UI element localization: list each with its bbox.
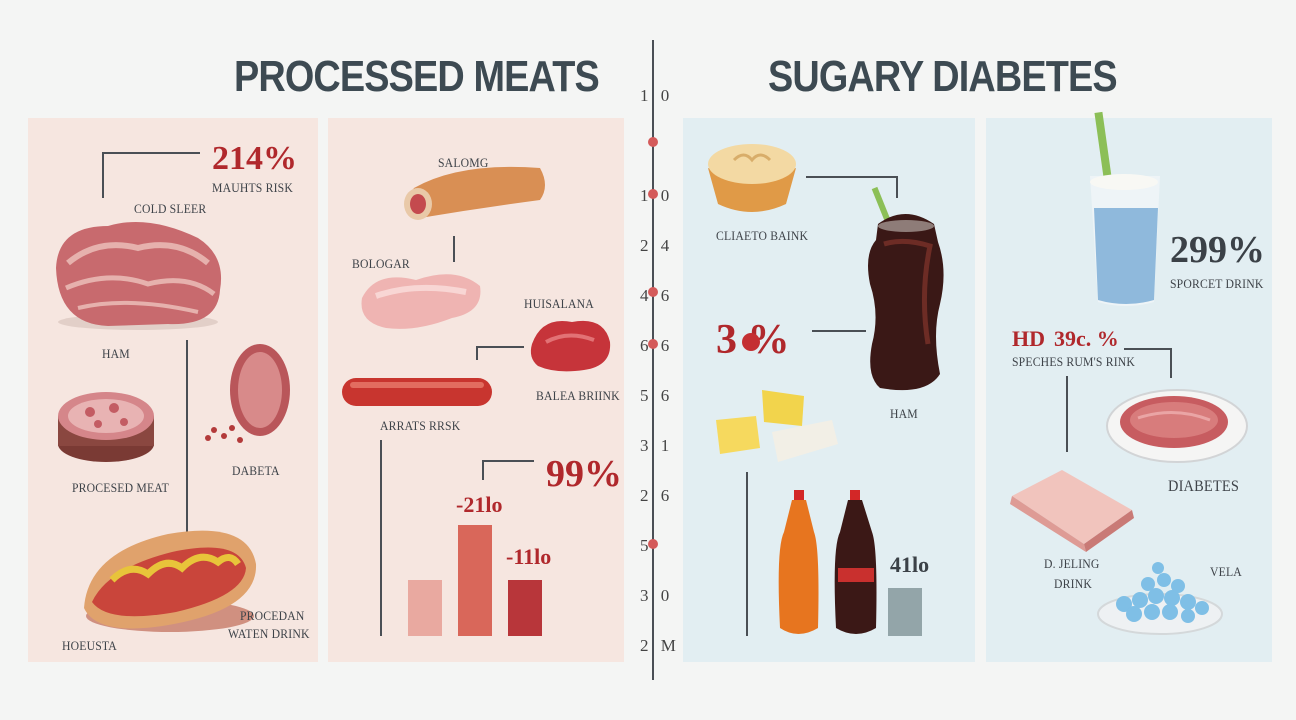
stat-39: 39c. % bbox=[1054, 326, 1119, 351]
salami-plate-icon bbox=[1106, 389, 1248, 463]
right-title: SUGARY DIABETES bbox=[768, 52, 1118, 101]
label-salomg: SALOMG bbox=[438, 155, 489, 170]
label-balea-brink: BALEA BRIINK bbox=[536, 388, 620, 403]
axis-tick: 2 4 bbox=[640, 236, 674, 255]
label-arrats-rrsk: ARRATS RRSK bbox=[380, 418, 461, 433]
axis-tick: 1 0 bbox=[640, 86, 674, 105]
hot-dog-icon bbox=[84, 530, 257, 632]
label-cliaeto-baink: CLIAETO BAINK bbox=[716, 228, 809, 243]
axis-markers bbox=[648, 137, 658, 549]
salami-pile-icon bbox=[56, 222, 222, 330]
label-d-jeling: D. JELING bbox=[1044, 556, 1100, 571]
label-hd: HD bbox=[1012, 326, 1045, 351]
center-axis-line bbox=[652, 40, 654, 680]
label-procesed-meat: PROCESED MEAT bbox=[72, 480, 169, 495]
ham-slab-icon bbox=[1010, 470, 1134, 552]
ham-piece-icon bbox=[361, 274, 481, 329]
label-sporcet-drink: SPORCET DRINK bbox=[1170, 276, 1264, 291]
bar-label-11: -11lo bbox=[506, 544, 552, 569]
axis-tick: 5 bbox=[640, 536, 653, 555]
label-dabeta: DABETA bbox=[232, 463, 280, 478]
ham-slices-icon bbox=[58, 392, 154, 462]
butter-cubes-icon bbox=[716, 390, 838, 462]
left-bar bbox=[508, 579, 542, 636]
stat-214-label: MAUHTS RISK bbox=[212, 180, 293, 195]
label-waten-drink: WATEN DRINK bbox=[228, 626, 310, 641]
label-procedan: PROCEDAN bbox=[240, 608, 305, 623]
cola-bottle-icon bbox=[868, 186, 944, 391]
axis-tick: 3 0 bbox=[640, 586, 674, 605]
label-cold-sleer: COLD SLEER bbox=[134, 201, 207, 216]
label-speches: SPECHES RUM'S RINK bbox=[1012, 354, 1136, 369]
milk-glass-icon bbox=[1090, 111, 1160, 306]
left-bar bbox=[408, 579, 442, 636]
raw-meat-icon bbox=[530, 320, 611, 372]
stat-299: 299% bbox=[1170, 229, 1265, 271]
soda-bottles-icon bbox=[778, 490, 877, 634]
right-bar bbox=[888, 588, 922, 636]
axis-tick: 5 6 bbox=[640, 386, 674, 405]
label-huisalana: HUISALANA bbox=[524, 296, 594, 311]
label-ham: HAM bbox=[102, 346, 130, 361]
sausage-slice-icon bbox=[205, 344, 290, 443]
stat-99: 99% bbox=[546, 453, 622, 495]
pie-bowl-icon bbox=[708, 144, 796, 212]
label-vela: VELA bbox=[1210, 564, 1242, 579]
candy-bowl-icon bbox=[1097, 562, 1223, 635]
label-bologar: BOLOGAR bbox=[352, 256, 410, 271]
sausage-link-icon bbox=[342, 378, 492, 406]
left-bar bbox=[458, 525, 492, 636]
axis-tick: 2 6 bbox=[640, 486, 674, 505]
axis-tick: 2 M bbox=[640, 636, 680, 655]
stat-214: 214% bbox=[212, 140, 297, 177]
label-diabetes: DIABETES bbox=[1168, 478, 1240, 495]
bar-label-41: 41lo bbox=[890, 552, 930, 577]
label-ham-right: HAM bbox=[890, 406, 918, 421]
bar-label-21: -21lo bbox=[456, 492, 503, 517]
label-hoeusta: HOEUSTA bbox=[62, 638, 117, 653]
strawberry-icon bbox=[742, 333, 760, 351]
label-drink: DRINK bbox=[1054, 576, 1092, 591]
left-title: PROCESSED MEATS bbox=[234, 52, 600, 101]
sausage-roll-icon bbox=[404, 166, 545, 220]
axis-tick: 3 1 bbox=[640, 436, 674, 455]
